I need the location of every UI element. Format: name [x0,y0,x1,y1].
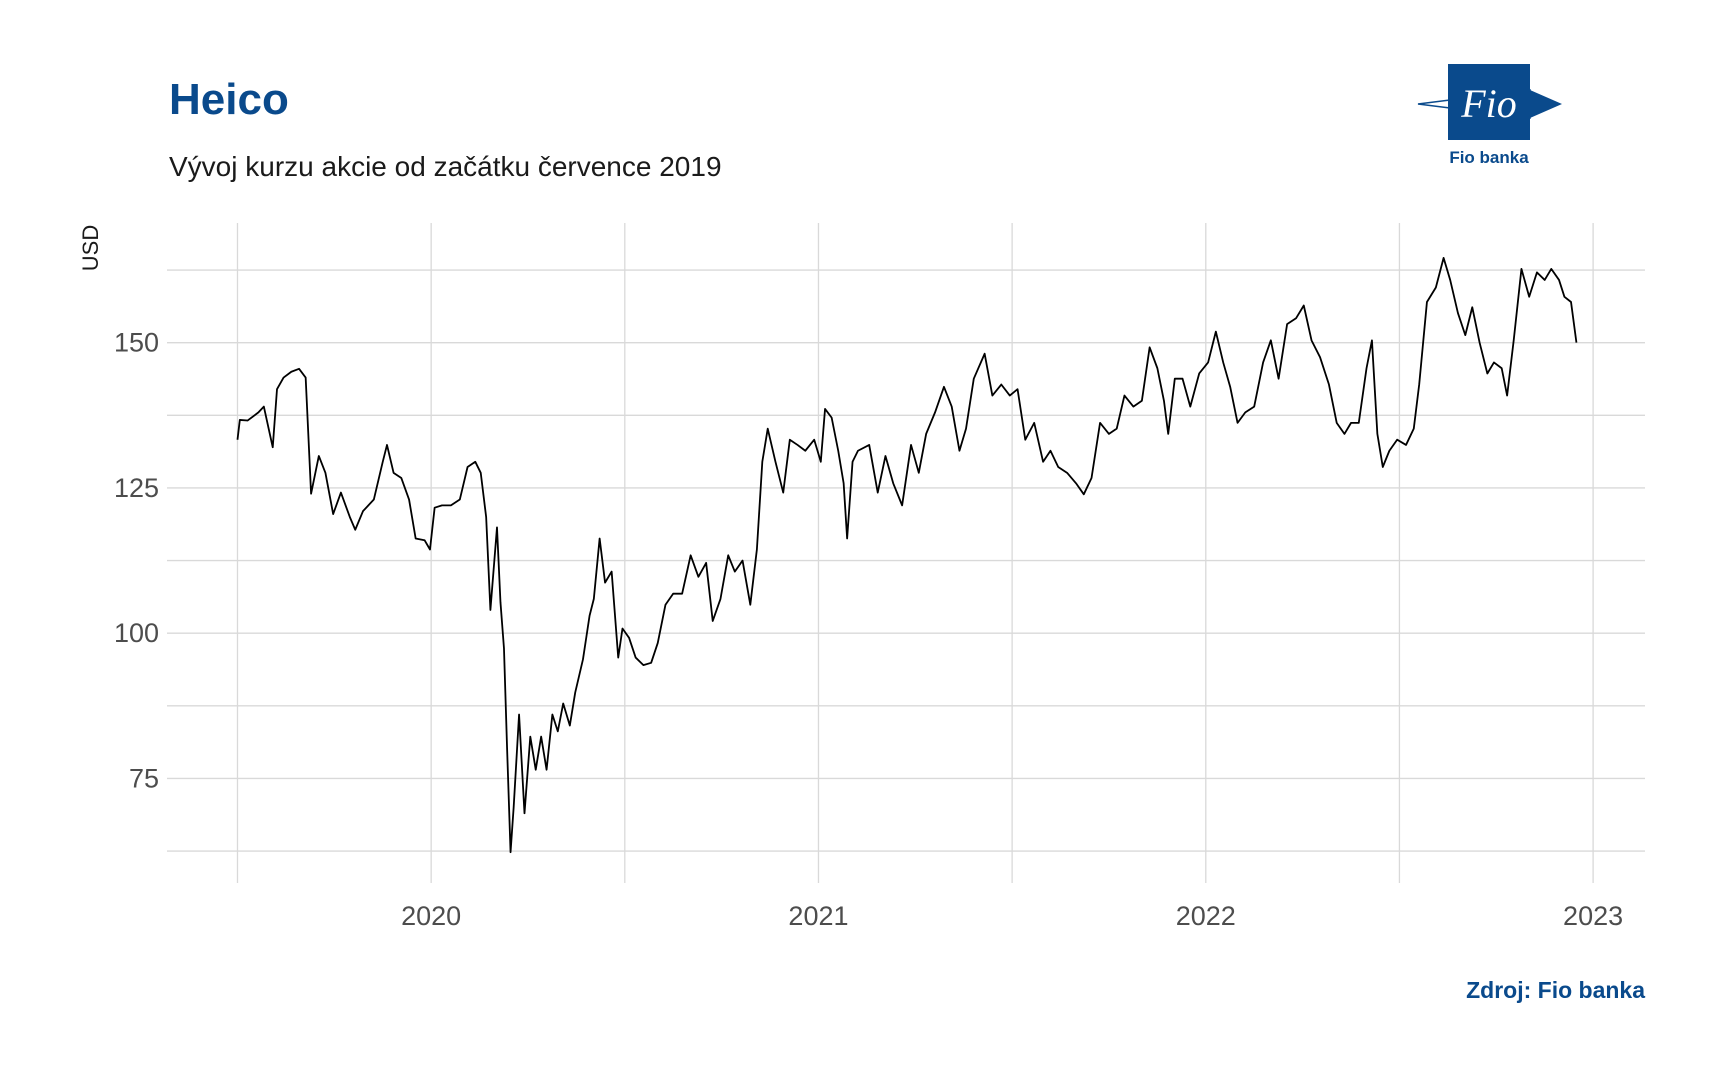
source: Zdroj: Fio banka [1466,977,1645,1003]
y-tick-label: 125 [114,473,159,503]
logo-shape [1448,64,1530,140]
logo-shape [1530,90,1562,118]
x-tick-label: 2022 [1176,901,1236,931]
chart-title: Heico [169,75,289,124]
y-tick-label: 100 [114,618,159,648]
x-tick-label: 2023 [1563,901,1623,931]
y-tick-label: 75 [129,763,159,793]
logo-text: Fio [1460,81,1517,126]
x-tick-label: 2021 [788,901,848,931]
x-tick-label: 2020 [401,901,461,931]
y-axis-label: USD [78,225,103,271]
y-tick-label: 150 [114,328,159,358]
logo: Fio Fio banka [1417,64,1562,167]
plot-area: 75 100 125 150 2020 2021 2022 2023 [114,223,1645,931]
price-line [236,256,1578,854]
logo-caption: Fio banka [1449,148,1529,167]
chart-subtitle: Vývoj kurzu akcie od začátku července 20… [169,151,722,182]
